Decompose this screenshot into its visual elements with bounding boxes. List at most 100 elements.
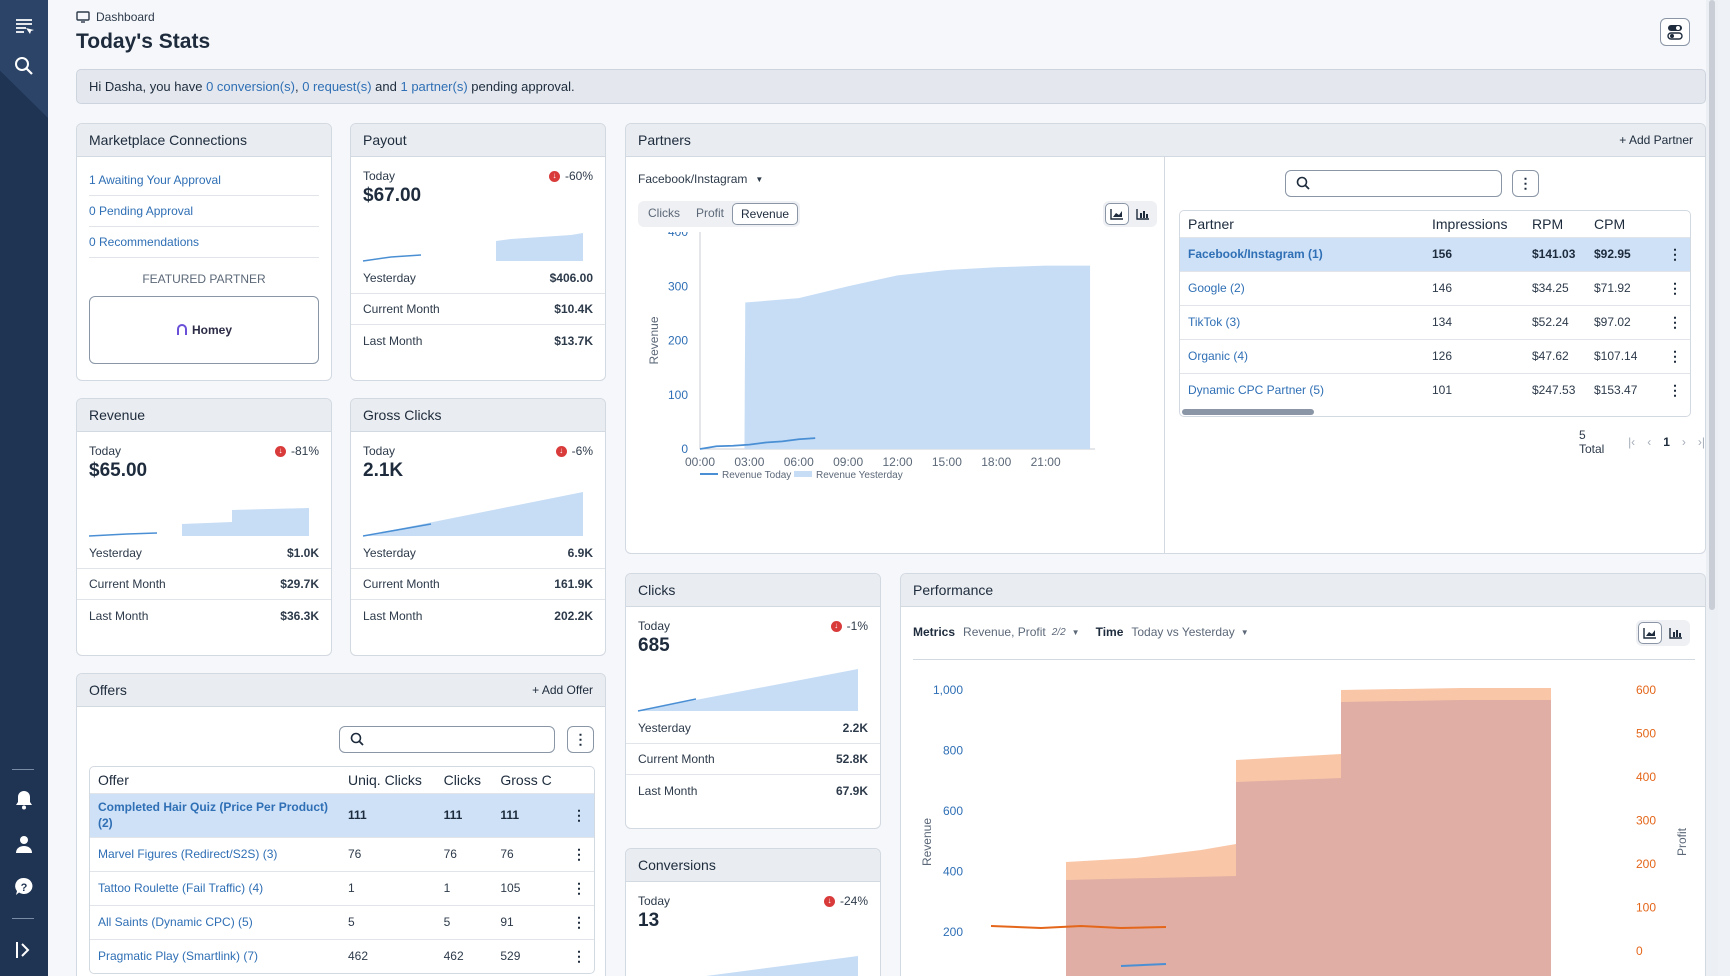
search-icon[interactable] <box>10 52 38 80</box>
last-page-icon[interactable]: ›| <box>1697 435 1705 449</box>
card-title: Payout <box>363 132 407 148</box>
time-dropdown[interactable]: Today vs Yesterday ▼ <box>1131 625 1248 639</box>
breadcrumb[interactable]: Dashboard <box>76 10 155 24</box>
table-row[interactable]: Pragmatic Play (Smartlink) (7) 462 462 5… <box>90 938 594 973</box>
partner-name[interactable]: TikTok (3) <box>1180 304 1424 339</box>
table-cell: 1 <box>340 870 436 905</box>
column-header[interactable]: Impressions <box>1432 215 1508 232</box>
tab-revenue[interactable]: Revenue <box>732 203 799 225</box>
table-row[interactable]: Dynamic CPC Partner (5) 101 $247.53 $153… <box>1180 372 1690 407</box>
card-title: Marketplace Connections <box>89 132 247 148</box>
stat-row-value: 6.9K <box>567 546 593 560</box>
add-partner-button[interactable]: + Add Partner <box>1619 133 1693 147</box>
partners-options-button[interactable]: ⋮ <box>1512 170 1539 197</box>
bar-chart-icon[interactable] <box>1131 203 1155 225</box>
table-row[interactable]: TikTok (3) 134 $52.24 $97.02 ⋮ <box>1180 304 1690 339</box>
current-page[interactable]: 1 <box>1663 435 1670 449</box>
row-menu-icon[interactable]: ⋮ <box>1660 372 1690 407</box>
row-menu-icon[interactable]: ⋮ <box>1660 236 1690 271</box>
arrow-down-icon: ↓ <box>830 620 842 632</box>
pending-approval-link[interactable]: 0 Pending Approval <box>89 204 194 218</box>
next-page-icon[interactable]: › <box>1681 435 1686 449</box>
table-cell: $97.02 <box>1586 304 1660 339</box>
row-menu-icon[interactable]: ⋮ <box>1660 338 1690 373</box>
stat-row-value: 161.9K <box>554 577 593 591</box>
add-offer-label: Add Offer <box>541 683 593 697</box>
stat-row-value: $36.3K <box>280 608 319 623</box>
table-cell: $71.92 <box>1586 270 1660 305</box>
add-offer-button[interactable]: + Add Offer <box>532 683 593 697</box>
layout-toggle-button[interactable] <box>1660 18 1690 46</box>
column-header[interactable]: Offer <box>98 771 129 788</box>
offer-name[interactable]: Completed Hair Quiz (Price Per Product) … <box>90 792 340 837</box>
row-menu-icon[interactable]: ⋮ <box>564 792 594 837</box>
filter-divider <box>913 659 1695 660</box>
prev-page-icon[interactable]: ‹ <box>1647 435 1652 449</box>
homey-logo-icon <box>176 324 187 335</box>
change-indicator: ↓ -60% <box>548 169 593 183</box>
scrollbar-thumb[interactable] <box>1709 0 1715 610</box>
area-chart-icon[interactable] <box>1105 203 1129 225</box>
table-row[interactable]: Marvel Figures (Redirect/S2S) (3) 76 76 … <box>90 836 594 871</box>
table-row[interactable]: All Saints (Dynamic CPC) (5) 5 5 91 ⋮ <box>90 904 594 939</box>
partner-name[interactable]: Dynamic CPC Partner (5) <box>1180 372 1424 407</box>
area-chart-icon[interactable] <box>1638 622 1662 644</box>
column-header[interactable]: Gross C <box>500 771 552 788</box>
column-header[interactable]: Partner <box>1188 215 1234 232</box>
help-icon[interactable]: ? <box>10 873 38 901</box>
legend-label-today: Revenue Today <box>722 470 791 481</box>
table-row[interactable]: Google (2) 146 $34.25 $71.92 ⋮ <box>1180 270 1690 305</box>
table-row[interactable]: Organic (4) 126 $47.62 $107.14 ⋮ <box>1180 338 1690 373</box>
conversions-link[interactable]: 0 conversion(s) <box>206 79 295 94</box>
offers-options-button[interactable]: ⋮ <box>567 726 594 753</box>
column-header[interactable]: Uniq. Clicks <box>348 771 422 788</box>
table-row[interactable]: Tattoo Roulette (Fail Traffic) (4) 1 1 1… <box>90 870 594 905</box>
requests-link[interactable]: 0 request(s) <box>302 79 372 94</box>
menu-icon[interactable] <box>10 12 38 40</box>
partners-link[interactable]: 1 partner(s) <box>400 79 468 94</box>
row-menu-icon[interactable]: ⋮ <box>1660 304 1690 339</box>
time-label: Time <box>1095 625 1124 639</box>
partner-dropdown[interactable]: Facebook/Instagram ▼ <box>638 172 763 186</box>
user-icon[interactable] <box>10 830 38 858</box>
partner-name[interactable]: Organic (4) <box>1180 338 1424 373</box>
expand-icon[interactable] <box>10 936 38 964</box>
featured-partner-tile[interactable]: Homey <box>89 296 319 364</box>
table-row[interactable]: Facebook/Instagram (1) 156 $141.03 $92.9… <box>1180 236 1690 271</box>
tab-clicks[interactable]: Clicks <box>648 206 680 220</box>
card-title: Clicks <box>638 582 676 598</box>
row-menu-icon[interactable]: ⋮ <box>564 836 594 871</box>
first-page-icon[interactable]: |‹ <box>1628 435 1636 449</box>
bell-icon[interactable] <box>10 786 38 814</box>
y-axis-label: Revenue <box>920 818 934 866</box>
row-menu-icon[interactable]: ⋮ <box>564 904 594 939</box>
offer-name[interactable]: Marvel Figures (Redirect/S2S) (3) <box>90 836 340 871</box>
metrics-dropdown[interactable]: Revenue, Profit 2/2 ▼ <box>963 625 1080 639</box>
table-scrollbar[interactable] <box>1180 407 1690 416</box>
partner-name[interactable]: Facebook/Instagram (1) <box>1180 236 1424 271</box>
offers-search-input[interactable] <box>339 726 555 753</box>
offer-name[interactable]: All Saints (Dynamic CPC) (5) <box>90 904 340 939</box>
partner-name[interactable]: Google (2) <box>1180 270 1424 305</box>
stat-row-label: Current Month <box>89 577 166 591</box>
partners-search-input[interactable] <box>1285 170 1502 197</box>
series-line-revenue-today <box>1120 963 1167 967</box>
awaiting-approval-link[interactable]: 1 Awaiting Your Approval <box>89 173 221 187</box>
x-tick-label: 06:00 <box>784 455 814 469</box>
offer-name[interactable]: Tattoo Roulette (Fail Traffic) (4) <box>90 870 340 905</box>
page-scrollbar[interactable] <box>1706 0 1718 976</box>
column-header[interactable]: RPM <box>1532 215 1564 232</box>
table-cell: 1 <box>435 870 493 905</box>
stat-row-label: Yesterday <box>363 546 416 560</box>
column-header[interactable]: CPM <box>1594 215 1626 232</box>
bar-chart-icon[interactable] <box>1664 622 1688 644</box>
column-header[interactable]: Clicks <box>443 771 481 788</box>
recommendations-link[interactable]: 0 Recommendations <box>89 235 200 249</box>
row-menu-icon[interactable]: ⋮ <box>1660 270 1690 305</box>
y-tick-label: 400 <box>943 865 963 879</box>
table-row[interactable]: Completed Hair Quiz (Price Per Product) … <box>90 792 594 837</box>
row-menu-icon[interactable]: ⋮ <box>564 938 594 973</box>
row-menu-icon[interactable]: ⋮ <box>564 870 594 905</box>
offer-name[interactable]: Pragmatic Play (Smartlink) (7) <box>90 938 340 973</box>
tab-profit[interactable]: Profit <box>696 206 725 220</box>
